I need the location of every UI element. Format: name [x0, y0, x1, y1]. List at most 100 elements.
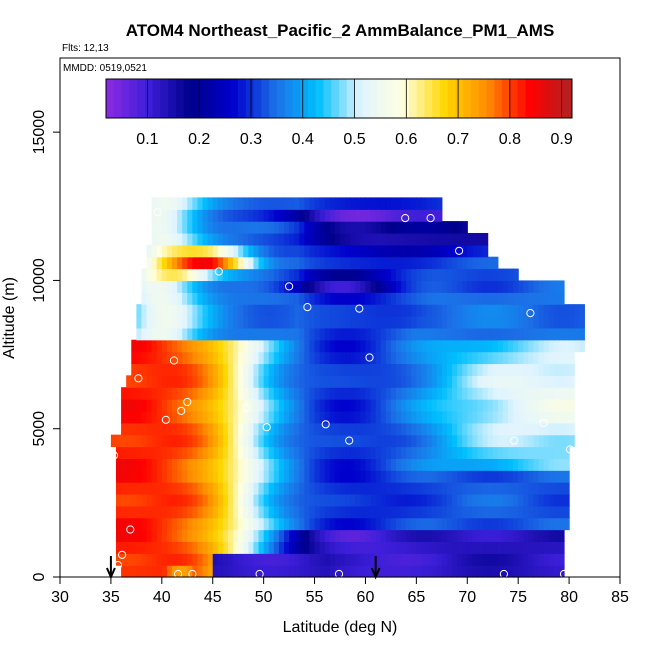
- heatmap-cell: [324, 422, 331, 436]
- heatmap-cell: [431, 351, 438, 365]
- heatmap-cell: [273, 399, 280, 412]
- heatmap-cell: [309, 244, 316, 258]
- heatmap-cell: [355, 339, 361, 353]
- heatmap-cell: [579, 316, 585, 329]
- heatmap-cell: [396, 470, 402, 483]
- colorbar-swatch: [284, 79, 293, 118]
- heatmap-cell: [217, 541, 224, 554]
- heatmap-cell: [553, 458, 560, 471]
- heatmap-cell: [523, 410, 529, 424]
- colorbar-tick-label: 0.4: [292, 131, 314, 148]
- heatmap-cell: [487, 458, 494, 471]
- heatmap-cell: [492, 553, 499, 566]
- heatmap-cell: [355, 565, 361, 578]
- heatmap-cell: [207, 280, 214, 293]
- heatmap-cell: [477, 434, 484, 448]
- heatmap-cell: [329, 482, 336, 495]
- heatmap-cell: [548, 493, 555, 507]
- heatmap-cell: [182, 292, 188, 305]
- heatmap-cell: [258, 399, 265, 412]
- observation-point: [214, 267, 223, 276]
- heatmap-cell: [156, 410, 163, 424]
- heatmap-cell: [340, 529, 346, 543]
- heatmap-cell: [294, 375, 300, 388]
- heatmap-cell: [396, 446, 402, 459]
- heatmap-cell: [314, 256, 321, 270]
- heatmap-cell: [248, 505, 255, 519]
- heatmap-cell: [151, 351, 158, 365]
- heatmap-cell: [365, 244, 372, 258]
- heatmap-cell: [508, 387, 514, 400]
- heatmap-cell: [360, 256, 367, 270]
- heatmap-cell: [477, 399, 484, 412]
- heatmap-cell: [365, 351, 372, 365]
- heatmap-cell: [222, 529, 229, 543]
- heatmap-cell: [324, 529, 331, 543]
- heatmap-cell: [294, 232, 300, 246]
- heatmap-cell: [324, 458, 331, 471]
- heatmap-cell: [217, 209, 224, 222]
- heatmap-cell: [299, 529, 305, 543]
- heatmap-cell: [319, 221, 326, 234]
- heatmap-cell: [273, 529, 280, 543]
- heatmap-cell: [370, 482, 377, 495]
- heatmap-cell: [396, 422, 402, 436]
- heatmap-cell: [380, 292, 387, 305]
- heatmap-cell: [380, 505, 387, 519]
- heatmap-cell: [151, 304, 158, 317]
- heatmap-cell: [457, 458, 463, 471]
- heatmap-cell: [136, 553, 143, 566]
- heatmap-cell: [416, 244, 423, 258]
- heatmap-cell: [564, 446, 570, 459]
- heatmap-cell: [207, 244, 214, 258]
- heatmap-cell: [513, 422, 519, 436]
- heatmap-cell: [502, 505, 509, 519]
- heatmap-cell: [238, 363, 244, 376]
- heatmap-cell: [380, 363, 387, 376]
- heatmap-cell: [472, 482, 479, 495]
- heatmap-cell: [110, 434, 117, 448]
- heatmap-cell: [192, 280, 199, 293]
- heatmap-cell: [248, 434, 255, 448]
- heatmap-cell: [340, 541, 346, 554]
- heatmap-cell: [268, 399, 275, 412]
- heatmap-cell: [446, 493, 453, 507]
- heatmap-cell: [487, 339, 494, 353]
- heatmap-cell: [513, 458, 519, 471]
- heatmap-cell: [350, 553, 356, 566]
- heatmap-cell: [360, 316, 367, 329]
- heatmap-cell: [513, 470, 519, 483]
- heatmap-cell: [238, 221, 244, 234]
- heatmap-cell: [243, 553, 249, 566]
- colorbar-swatch: [222, 79, 231, 118]
- heatmap-cell: [508, 517, 514, 531]
- colorbar-swatch: [113, 79, 123, 118]
- heatmap-cell: [151, 244, 158, 258]
- colorbar-swatch: [486, 79, 495, 118]
- heatmap-cell: [390, 280, 397, 293]
- heatmap-cell: [340, 316, 346, 329]
- heatmap-cell: [396, 505, 402, 519]
- heatmap-cell: [426, 232, 433, 246]
- heatmap-cell: [156, 470, 163, 483]
- heatmap-cell: [222, 434, 229, 448]
- heatmap-cell: [233, 493, 239, 507]
- heatmap-cell: [528, 565, 535, 578]
- heatmap-cell: [319, 280, 326, 293]
- colorbar-tick-label: 0.7: [447, 131, 469, 148]
- heatmap-cell: [294, 244, 300, 258]
- observation-point: [334, 569, 344, 579]
- heatmap-cell: [502, 422, 509, 436]
- heatmap-cell: [457, 363, 463, 376]
- heatmap-cell: [329, 553, 336, 566]
- heatmap-cell: [477, 541, 484, 554]
- heatmap-cell: [197, 339, 204, 353]
- heatmap-cell: [141, 446, 148, 459]
- heatmap-cell: [309, 327, 316, 341]
- y-tick-label: 15000: [31, 110, 48, 155]
- observation-point: [303, 303, 312, 312]
- heatmap-cell: [416, 565, 423, 578]
- heatmap-cell: [253, 244, 260, 258]
- heatmap-cell: [238, 458, 244, 471]
- heatmap-cell: [365, 470, 372, 483]
